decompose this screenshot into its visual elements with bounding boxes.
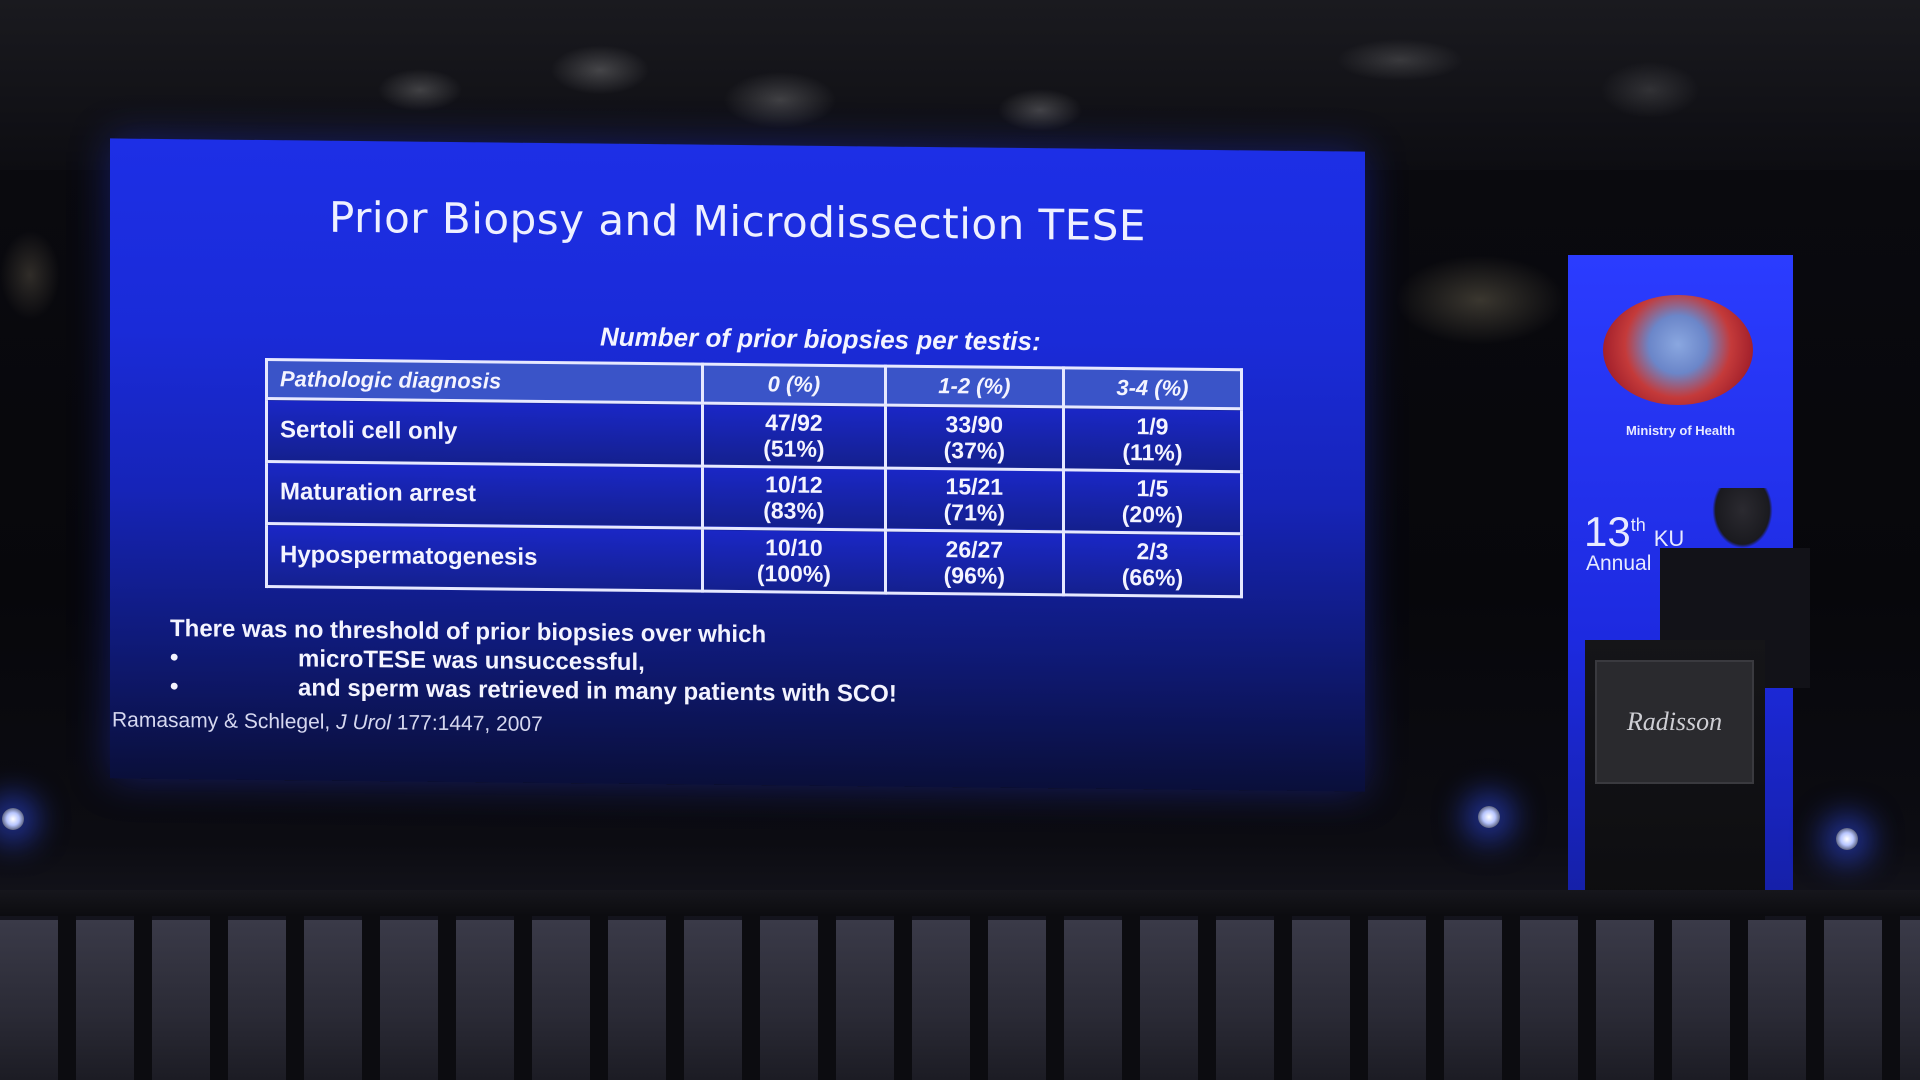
row-label: Sertoli cell only	[266, 398, 703, 466]
cell-pct: (71%)	[943, 499, 1005, 527]
edition-suffix: th	[1630, 515, 1646, 535]
cell-count: 10/10	[765, 534, 823, 562]
stage-fence	[0, 890, 1920, 1080]
cell-count: 2/3	[1136, 538, 1169, 565]
row-label: Maturation arrest	[266, 461, 703, 529]
table-cell: 15/21 (71%)	[885, 467, 1064, 533]
cell-pct: (83%)	[763, 497, 825, 525]
cell-pct: (66%)	[1121, 564, 1184, 591]
stage-light-icon	[1478, 806, 1500, 828]
cell-count: 1/5	[1136, 475, 1169, 502]
stage-light-icon	[1836, 828, 1858, 850]
bullet-text: and sperm was retrieved in many patients…	[298, 674, 897, 708]
row-label: Hypospermatogenesis	[266, 523, 703, 592]
table-cell: 26/27 (96%)	[885, 530, 1064, 595]
header-0-percent: 0 (%)	[702, 364, 886, 406]
ministry-logo-icon	[1603, 295, 1753, 405]
header-1-2-percent: 1-2 (%)	[885, 366, 1064, 407]
wall-calligraphy-left	[0, 230, 60, 320]
cell-count: 47/92	[765, 409, 823, 436]
stage-light-icon	[2, 808, 24, 830]
bullet-text: microTESE was unsuccessful,	[298, 645, 645, 677]
cell-count: 33/90	[945, 411, 1004, 438]
table-cell: 33/90 (37%)	[885, 405, 1064, 470]
slide-title: Prior Biopsy and Microdissection TESE	[329, 192, 1146, 251]
citation-authors: Ramasamy & Schlegel,	[112, 708, 331, 734]
ministry-label: Ministry of Health	[1625, 423, 1736, 438]
cell-pct: (100%)	[756, 560, 831, 588]
table-cell: 47/92 (51%)	[702, 403, 886, 468]
table-cell: 1/9 (11%)	[1063, 406, 1242, 472]
cell-pct: (11%)	[1122, 438, 1183, 466]
table-cell: 10/10 (100%)	[702, 528, 886, 594]
wall-calligraphy-right	[1395, 255, 1565, 345]
edition-number: 13	[1584, 508, 1631, 555]
header-3-4-percent: 3-4 (%)	[1063, 367, 1242, 409]
biopsy-table: Pathologic diagnosis 0 (%) 1-2 (%) 3-4 (…	[265, 358, 1243, 598]
projection-screen: Prior Biopsy and Microdissection TESE Nu…	[110, 138, 1365, 792]
table-row: Maturation arrest 10/12 (83%) 15/21 (71%) …	[266, 461, 1242, 535]
cell-count: 26/27	[945, 536, 1004, 563]
citation: Ramasamy & Schlegel, J Urol 177:1447, 20…	[112, 708, 543, 737]
bullet-item: • microTESE was unsuccessful,	[170, 644, 645, 677]
table-cell: 2/3 (66%)	[1063, 532, 1242, 597]
cell-pct: (51%)	[763, 435, 825, 462]
header-pathologic-diagnosis: Pathologic diagnosis	[266, 359, 703, 404]
bullet-dot: •	[170, 644, 179, 672]
cell-count: 15/21	[945, 473, 1004, 501]
cell-count: 1/9	[1136, 413, 1169, 440]
cell-pct: (37%)	[943, 436, 1005, 464]
citation-journal: J Urol	[336, 710, 391, 735]
table-cell: 10/12 (83%)	[702, 465, 886, 531]
banner-annual: Annual	[1586, 552, 1652, 575]
table-row: Hypospermatogenesis 10/10 (100%) 26/27 (96…	[266, 523, 1242, 597]
bullet-dot: •	[170, 673, 179, 701]
bullet-item: • and sperm was retrieved in many patient…	[170, 673, 897, 709]
cell-pct: (96%)	[943, 562, 1005, 589]
cell-pct: (20%)	[1121, 501, 1184, 529]
table-row: Sertoli cell only 47/92 (51%) 33/90 (37%) …	[266, 398, 1242, 472]
cell-count: 10/12	[765, 471, 823, 499]
column-group-header: Number of prior biopsies per testis:	[600, 321, 1041, 357]
podium-sign: Radisson	[1595, 660, 1754, 784]
fence-rail	[0, 890, 1920, 916]
citation-ref: 177:1447, 2007	[396, 711, 543, 736]
table-cell: 1/5 (20%)	[1063, 469, 1242, 535]
